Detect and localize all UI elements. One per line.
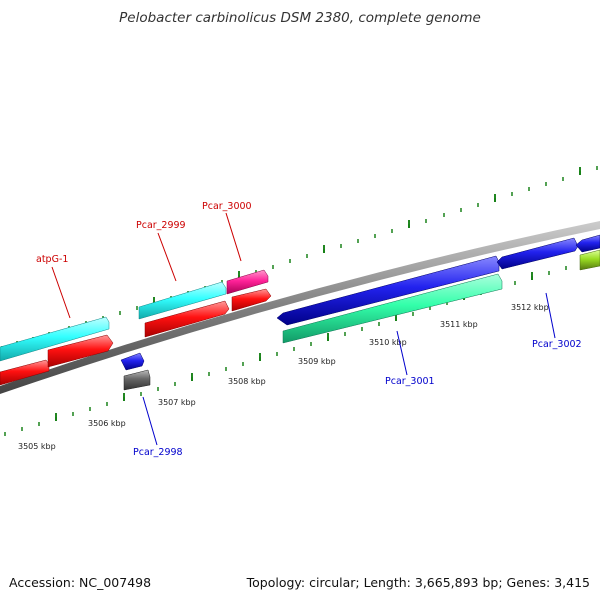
leader-pcar2999 [157, 232, 177, 282]
label-pcar2999: Pcar_2999 [136, 220, 186, 231]
major-ticks-upper [153, 167, 581, 305]
map-title: Pelobacter carbinolicus DSM 2380, comple… [119, 10, 481, 26]
label-pcar3001: Pcar_3001 [385, 376, 435, 387]
leader-pcar3001 [396, 330, 408, 376]
gene-red-2 [47, 334, 114, 368]
gene-cyan-1 [0, 316, 110, 362]
gene-labels: atpG-1 Pcar_2999 Pcar_3000 Pcar_2998 Pca… [36, 201, 582, 458]
gene-red-4 [231, 288, 272, 312]
label-pcar2998: Pcar_2998 [133, 447, 183, 458]
kbp-label-3509: 3509 kbp [298, 357, 336, 366]
label-pcar3002: Pcar_3002 [532, 339, 582, 350]
gene-blue-pcar3001 [276, 255, 500, 326]
kbp-label-3508: 3508 kbp [228, 377, 266, 386]
leader-atpg1 [51, 266, 71, 319]
kbp-labels: 3505 kbp 3506 kbp 3507 kbp 3508 kbp 3509… [18, 303, 549, 451]
leader-pcar3002 [545, 292, 556, 339]
gene-blue-edge [575, 234, 600, 253]
forward-genes [0, 269, 272, 386]
gene-red-3 [144, 300, 230, 338]
kbp-label-3506: 3506 kbp [88, 419, 126, 428]
genome-backbone [0, 221, 600, 394]
gene-lime [579, 249, 600, 271]
kbp-label-3507: 3507 kbp [158, 398, 196, 407]
accession-text: Accession: NC_007498 [9, 575, 152, 590]
gene-red-1 [0, 359, 50, 386]
reverse-genes [120, 234, 600, 391]
leader-pcar2998 [142, 396, 158, 446]
gene-gray [123, 369, 151, 391]
label-atpg1: atpG-1 [36, 254, 68, 265]
leader-pcar3000 [225, 212, 242, 262]
gene-cyan-2 [138, 281, 227, 320]
kbp-label-3512: 3512 kbp [511, 303, 549, 312]
genome-stats-text: Topology: circular; Length: 3,665,893 bp… [246, 575, 590, 590]
kbp-label-3511: 3511 kbp [440, 320, 478, 329]
gene-magenta [226, 269, 269, 295]
gene-teal [282, 273, 503, 344]
label-pcar3000: Pcar_3000 [202, 201, 252, 212]
kbp-label-3510: 3510 kbp [369, 338, 407, 347]
gene-blue-small [120, 352, 145, 371]
leader-lines [51, 212, 556, 446]
gene-blue-pcar3002 [496, 237, 579, 270]
kbp-label-3505: 3505 kbp [18, 442, 56, 451]
